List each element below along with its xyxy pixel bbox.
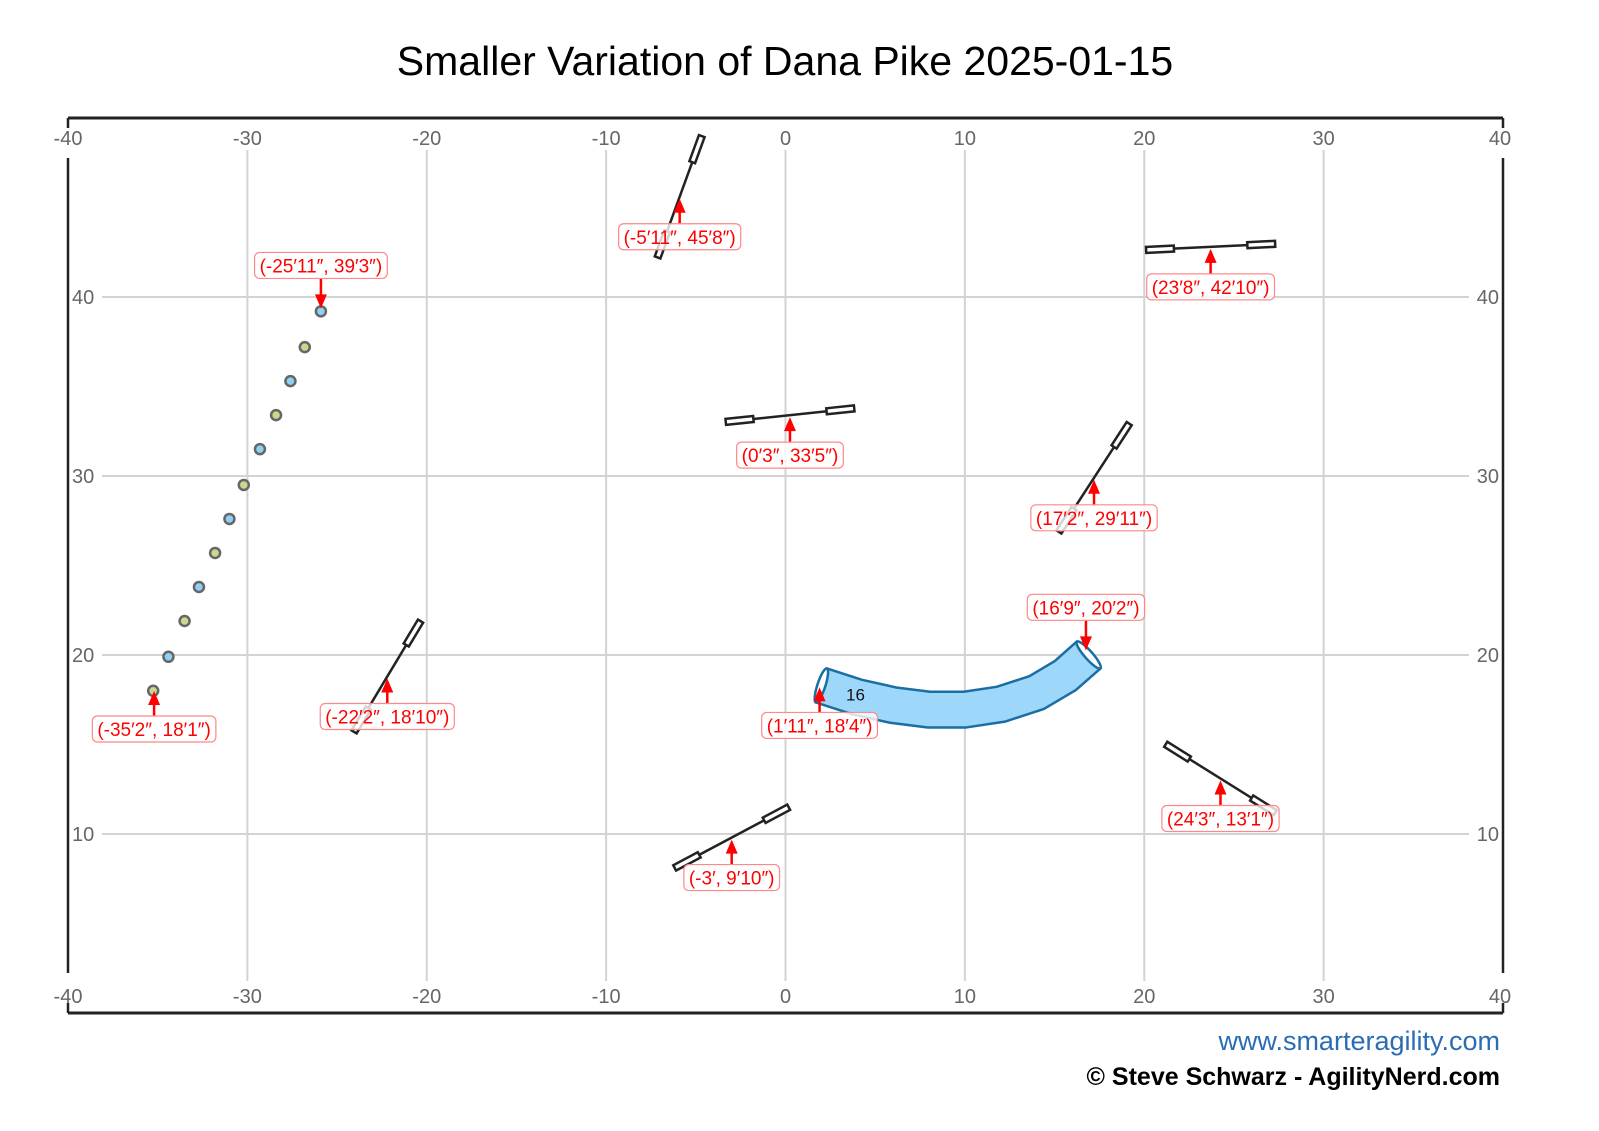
jump-wing [824,404,856,416]
x-tick-label-bottom: 40 [1489,986,1511,1008]
x-tick-label-bottom: 30 [1313,986,1335,1008]
weave-pole [298,340,312,354]
arrow-head-icon [148,691,161,706]
label-box [736,441,844,469]
tunnel-opening [1075,640,1103,670]
coordinate-label: (-5′11″, 45′8″) [618,198,742,251]
jump-wing [1162,740,1193,764]
weave-pole [237,478,251,492]
website-link[interactable]: www.smarteragility.com [1218,1026,1500,1056]
y-tick-label-left: 30 [72,466,94,488]
jump-wing [724,414,756,427]
coordinate-label: (16′9″, 20′2″) [1026,593,1146,651]
x-tick-label-top: -20 [412,128,441,150]
arrow-head-icon [381,678,394,693]
weave-pole [208,546,222,560]
y-tick-label-left: 40 [72,287,94,309]
weave-pole [162,650,175,664]
weave-pole [178,614,191,628]
label-box [618,223,742,251]
copyright-text: © Steve Schwarz - AgilityNerd.com [1086,1063,1500,1091]
x-tick-label-top: 40 [1489,128,1511,150]
arrow-head-icon [1214,780,1227,795]
jump-wing [401,617,425,649]
x-tick-label-bottom: 20 [1133,986,1155,1008]
weave-pole [284,374,297,388]
label-text: (-35′2″, 18′1″) [97,720,211,741]
coordinate-label: (1′11″, 18′4″) [761,687,879,740]
label-box [91,715,217,743]
coordinate-label: (-3′, 9′10″) [683,839,781,892]
x-tick-label-bottom: -30 [233,986,262,1008]
x-tick-label-top: 20 [1133,128,1155,150]
weave-pole [223,512,236,526]
label-text: (-25′11″, 39′3″) [260,256,383,277]
x-tick-label-top: 10 [954,128,976,150]
x-tick-label-bottom: 0 [780,986,791,1008]
label-box [1026,593,1146,621]
jump [1144,239,1277,255]
x-tick-label-top: -10 [592,128,621,150]
arrow-head-icon [673,198,686,213]
label-text: (-22′2″, 18′10″) [325,707,449,728]
x-tick-label-top: -30 [233,128,262,150]
label-text: (23′8″, 42′10″) [1152,278,1270,299]
coordinate-label: (24′3″, 13′1″) [1161,780,1280,833]
arrow-head-icon [1204,248,1217,263]
arrow-head-icon [314,294,327,309]
coordinate-label: (-35′2″, 18′1″) [91,691,217,743]
y-tick-label-right: 40 [1477,287,1499,309]
x-tick-label-bottom: -20 [412,986,441,1008]
label-text: (0′3″, 33′5″) [742,446,839,467]
arrow-head-icon [725,839,738,854]
jump-wing [1109,420,1134,451]
jump [724,404,856,427]
coordinate-label: (23′8″, 42′10″) [1146,248,1276,301]
weave-pole [269,408,283,422]
label-box [761,711,879,740]
label-box [1146,273,1276,301]
coordinate-label: (17′2″, 29′11″) [1030,479,1158,532]
coordinate-label: (-22′2″, 18′10″) [319,678,455,731]
label-text: (1′11″, 18′4″) [767,716,873,737]
coordinate-label: (-25′11″, 39′3″) [253,251,388,309]
label-text: (-3′, 9′10″) [689,869,775,890]
label-text: (17′2″, 29′11″) [1036,509,1152,530]
y-tick-label-right: 30 [1477,466,1499,488]
label-box [1030,504,1158,532]
x-tick-label-top: 30 [1313,128,1335,150]
x-tick-label-bottom: -40 [54,986,83,1008]
jump-wing [1144,244,1176,255]
coordinate-label: (0′3″, 33′5″) [736,417,844,469]
jump [671,802,792,873]
x-tick-label-bottom: 10 [954,986,976,1008]
label-box [319,702,455,731]
label-box [253,251,388,280]
y-tick-label-right: 20 [1477,645,1499,667]
label-text: (16′9″, 20′2″) [1032,598,1139,619]
arrow-head-icon [813,687,826,702]
x-tick-label-bottom: -10 [592,986,621,1008]
jump-wing [1245,239,1277,250]
weave-pole [192,580,206,594]
arrow-head-icon [1088,479,1101,494]
arrow-head-icon [783,417,796,432]
y-tick-label-right: 10 [1477,824,1499,846]
weave-pole [253,442,267,456]
label-text: (24′3″, 13′1″) [1167,810,1274,831]
x-tick-label-top: -40 [54,128,83,150]
y-tick-label-left: 20 [72,645,94,667]
label-box [683,863,781,892]
arrow-head-icon [1079,636,1092,651]
jump-wing [761,802,792,825]
course-title: Smaller Variation of Dana Pike 2025-01-1… [396,38,1174,84]
label-box [1161,804,1280,833]
y-tick-label-left: 10 [72,824,94,846]
x-tick-label-top: 0 [780,128,791,150]
jump-wing [687,133,707,165]
label-text: (-5′11″, 45′8″) [624,228,736,249]
tunnel-number: 16 [846,685,865,704]
